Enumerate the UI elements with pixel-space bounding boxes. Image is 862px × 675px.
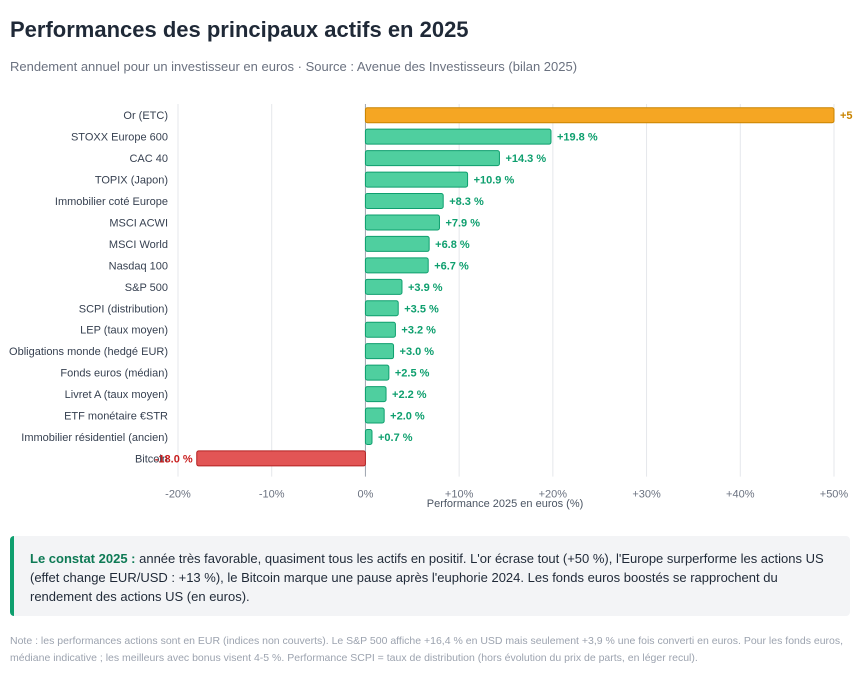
category-label: SCPI (distribution): [79, 303, 168, 315]
value-labels: +5 +19.8 % +14.3 % +10.9 % +8.3 % +7.9 % +6.8 …: [155, 110, 853, 465]
x-tick-label: -10%: [259, 489, 285, 501]
category-label: Nasdaq 100: [109, 260, 168, 272]
bar: [364, 214, 440, 231]
bars: [196, 107, 835, 467]
value-label: +2.0 %: [390, 411, 425, 423]
bar: [364, 193, 444, 210]
value-label: +3.2 %: [401, 325, 436, 337]
bar: [364, 235, 430, 252]
value-label: +6.7 %: [434, 260, 469, 272]
performance-bar-chart: -20% -10% 0% +10% +20% +30% +40% +50% Or (ETC) S…: [9, 104, 853, 510]
category-label: Immobilier résidentiel (ancien): [21, 432, 168, 444]
category-label: MSCI ACWI: [109, 217, 168, 229]
bar: [364, 150, 500, 167]
category-label: Obligations monde (hedgé EUR): [9, 346, 168, 358]
value-label: +5: [840, 110, 853, 122]
bar: [364, 321, 396, 338]
value-label: -18.0 %: [155, 453, 193, 465]
value-label: +2.2 %: [392, 389, 427, 401]
bar: [364, 257, 429, 274]
category-label: ETF monétaire €STR: [64, 411, 168, 423]
footnote: Note : les performances actions sont en …: [10, 635, 844, 664]
bar: [364, 128, 552, 145]
callout-text: année très favorable, quasiment tous les…: [30, 551, 824, 604]
x-tick-label: +10%: [445, 489, 474, 501]
x-tick-label: 0%: [357, 489, 373, 501]
bar: [364, 278, 403, 295]
bar: [364, 386, 387, 403]
x-axis-label: Performance 2025 en euros (%): [427, 498, 584, 510]
bar: [364, 300, 399, 317]
insight-callout: Le constat 2025 : année très favorable, …: [10, 536, 850, 616]
x-axis: -20% -10% 0% +10% +20% +30% +40% +50%: [165, 489, 848, 501]
category-labels: Or (ETC) STOXX Europe 600 CAC 40 TOPIX (Jap…: [9, 110, 168, 465]
bar: [196, 450, 366, 467]
category-label: CAC 40: [129, 153, 168, 165]
callout-lead: Le constat 2025 :: [30, 551, 136, 566]
category-label: Immobilier coté Europe: [55, 196, 168, 208]
bar: [364, 171, 469, 188]
x-tick-label: -20%: [165, 489, 191, 501]
value-label: +7.9 %: [445, 217, 480, 229]
category-label: LEP (taux moyen): [80, 325, 168, 337]
x-tick-label: +30%: [632, 489, 661, 501]
page-title: Performances des principaux actifs en 20…: [10, 17, 469, 42]
category-label: MSCI World: [109, 239, 168, 251]
bar: [364, 364, 390, 381]
x-tick-label: +20%: [539, 489, 568, 501]
value-label: +8.3 %: [449, 196, 484, 208]
category-label: Fonds euros (médian): [60, 368, 168, 380]
category-label: Bitcoin: [135, 453, 168, 465]
value-label: +0.7 %: [378, 432, 413, 444]
value-label: +6.8 %: [435, 239, 470, 251]
bar: [364, 107, 835, 124]
category-label: TOPIX (Japon): [95, 175, 168, 187]
category-label: Livret A (taux moyen): [65, 389, 168, 401]
value-label: +3.9 %: [408, 282, 443, 294]
value-label: +10.9 %: [474, 175, 515, 187]
value-label: +19.8 %: [557, 132, 598, 144]
x-tick-label: +40%: [726, 489, 755, 501]
category-label: S&P 500: [125, 282, 168, 294]
bar: [364, 428, 373, 445]
category-label: STOXX Europe 600: [71, 132, 168, 144]
value-label: +14.3 %: [505, 153, 546, 165]
x-tick-label: +50%: [820, 489, 849, 501]
page-subtitle: Rendement annuel pour un investisseur en…: [10, 59, 578, 74]
bar: [364, 407, 385, 424]
value-label: +3.5 %: [404, 303, 439, 315]
category-label: Or (ETC): [123, 110, 168, 122]
bar: [364, 343, 395, 360]
value-label: +2.5 %: [395, 368, 430, 380]
value-label: +3.0 %: [400, 346, 435, 358]
